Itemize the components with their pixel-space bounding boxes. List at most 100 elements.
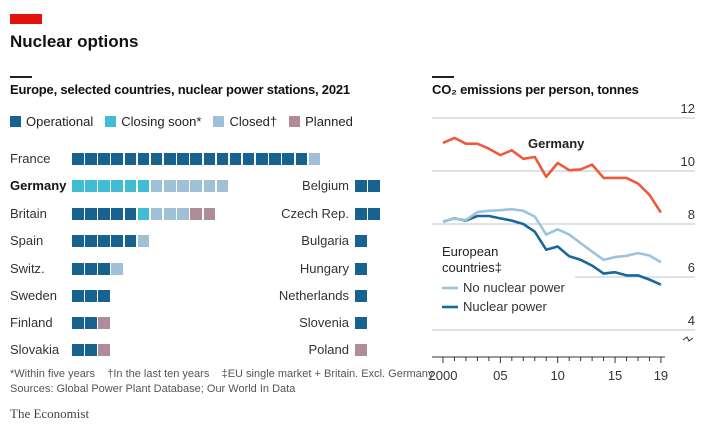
country-label: Slovakia	[10, 342, 60, 357]
station-operational	[85, 344, 97, 356]
station-operational	[242, 153, 255, 165]
station-operational	[72, 317, 84, 329]
legend-label: Closed†	[229, 114, 278, 129]
station-operational	[85, 290, 97, 302]
legend-item-closed: Closed†	[213, 114, 277, 129]
chart-title: Nuclear options	[10, 32, 139, 51]
y-tick-label: 6	[688, 260, 695, 275]
footnote-a: *Within five years	[10, 368, 95, 380]
station-operational	[203, 153, 215, 165]
station-operational	[111, 208, 123, 220]
station-closing	[137, 208, 150, 220]
station-closing	[111, 180, 123, 192]
left-subtitle: Europe, selected countries, nuclear powe…	[10, 82, 350, 97]
legend-label: Nuclear power	[463, 299, 547, 314]
station-operational	[85, 263, 97, 275]
station-planned	[203, 208, 215, 220]
station-planned	[190, 208, 202, 220]
series-group-label: European	[442, 244, 498, 259]
right-subtitle: CO₂ emissions per person, tonnes	[432, 82, 639, 97]
x-tick-label: 10	[550, 368, 564, 383]
station-operational	[72, 263, 84, 275]
station-closed	[150, 208, 163, 220]
station-closing	[98, 180, 110, 192]
station-closed	[164, 208, 176, 220]
country-label: Germany	[10, 178, 67, 193]
station-operational	[98, 153, 110, 165]
legend-item-operational: Operational	[10, 114, 93, 129]
station-operational	[355, 263, 367, 275]
legend-swatch	[213, 116, 225, 127]
footnote-c: ‡EU single market + Britain. Excl. Germa…	[221, 368, 434, 380]
station-operational	[85, 317, 97, 329]
publisher-logo: The Economist	[10, 406, 90, 421]
station-closed	[111, 263, 123, 275]
station-closed	[164, 180, 176, 192]
series-label-germany: Germany	[528, 136, 585, 151]
legend-label: Operational	[26, 114, 94, 129]
y-tick-label: 12	[681, 101, 695, 116]
legend-swatch	[105, 116, 117, 127]
station-operational	[124, 153, 137, 165]
y-tick-label: 8	[688, 207, 695, 222]
station-closed	[150, 180, 163, 192]
country-label: Poland	[308, 342, 349, 357]
x-tick-label: 15	[608, 368, 622, 383]
legend-label: Closing soon*	[121, 114, 202, 129]
legend-item-closing: Closing soon*	[105, 114, 201, 129]
country-label: Finland	[10, 315, 53, 330]
footnotes: *Within five years †In the last ten year…	[10, 368, 433, 380]
legend-swatch	[10, 116, 21, 127]
station-operational	[137, 153, 150, 165]
station-operational	[216, 153, 229, 165]
series-line-germany	[442, 136, 662, 214]
station-closed	[190, 180, 202, 192]
station-closing	[72, 180, 84, 192]
station-operational	[111, 153, 123, 165]
station-closed	[177, 208, 189, 220]
station-operational	[72, 153, 84, 165]
station-operational	[124, 235, 137, 247]
station-closed	[137, 235, 150, 247]
rule	[10, 76, 32, 78]
station-closing	[137, 180, 150, 192]
footnote-b: †In the last ten years	[107, 368, 210, 380]
station-operational	[72, 235, 84, 247]
station-operational	[98, 263, 110, 275]
station-closing	[85, 180, 97, 192]
station-closing	[124, 180, 137, 192]
country-label: Slovenia	[299, 315, 349, 330]
station-operational	[124, 208, 137, 220]
station-closed	[308, 153, 321, 165]
station-operational	[355, 317, 367, 329]
series-line-nuclear	[442, 214, 662, 286]
station-closed	[177, 180, 189, 192]
country-label: Sweden	[10, 288, 57, 303]
station-operational	[98, 235, 110, 247]
series-line-no_nuclear	[442, 207, 662, 264]
legend-label: Planned	[305, 114, 353, 129]
station-operational	[368, 180, 380, 192]
station-operational	[164, 153, 176, 165]
x-tick-label: 2000	[429, 368, 458, 383]
country-label: Hungary	[299, 261, 349, 276]
legend-item-planned: Planned	[289, 114, 353, 129]
station-operational	[269, 153, 281, 165]
station-operational	[282, 153, 294, 165]
station-operational	[190, 153, 202, 165]
station-planned	[98, 344, 110, 356]
country-label: Czech Rep.	[281, 206, 349, 221]
station-planned	[98, 317, 110, 329]
station-operational	[229, 153, 242, 165]
country-label: Netherlands	[278, 288, 349, 303]
station-closed	[216, 180, 229, 192]
station-operational	[72, 290, 84, 302]
country-label: Britain	[10, 206, 47, 221]
station-operational	[256, 153, 268, 165]
country-label: France	[10, 151, 51, 166]
station-operational	[85, 208, 97, 220]
station-operational	[85, 153, 97, 165]
station-operational	[368, 208, 380, 220]
